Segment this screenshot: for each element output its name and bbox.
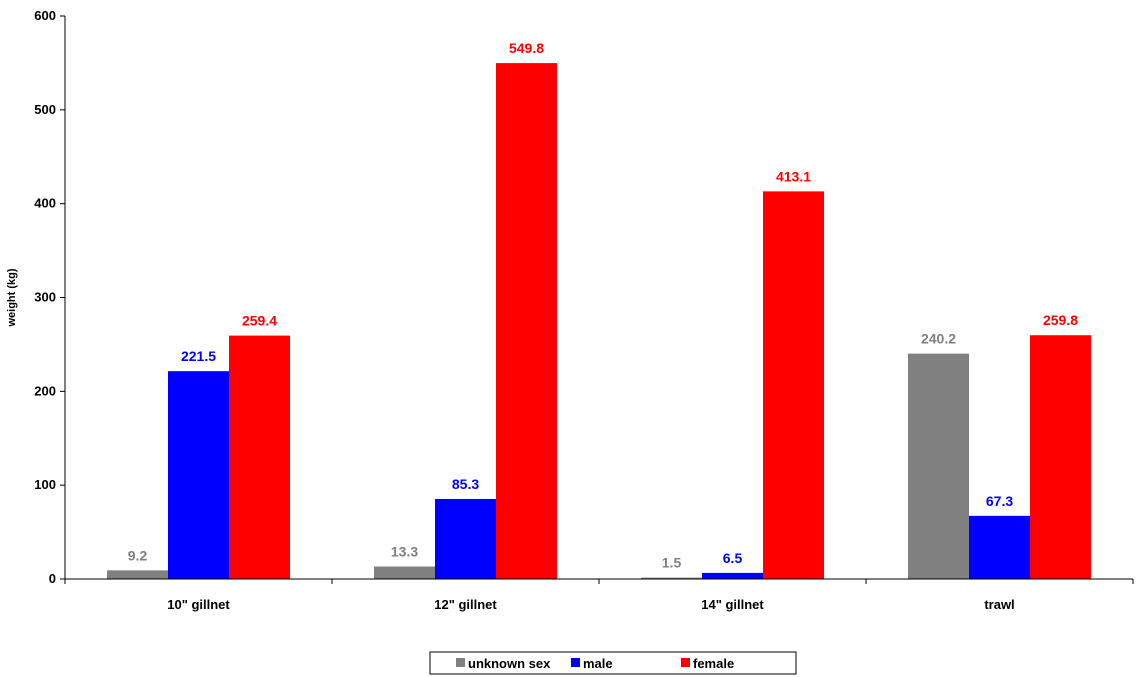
legend-box [429, 651, 797, 675]
bar [1030, 335, 1091, 579]
bar [496, 63, 557, 580]
legend-swatch [571, 658, 580, 667]
bar [908, 353, 969, 579]
data-label: 6.5 [723, 550, 743, 566]
bar [107, 570, 168, 579]
bar [702, 572, 763, 579]
y-tick-label: 0 [49, 571, 56, 586]
legend-label: unknown sex [468, 656, 551, 671]
legend-label: male [583, 656, 613, 671]
x-axis-ticks: 10" gillnet 12" gillnet 14" gillnet trawl [64, 579, 1134, 612]
data-label: 259.4 [242, 313, 277, 329]
y-tick-label: 500 [34, 102, 56, 117]
y-tick-label: 300 [34, 290, 56, 305]
data-label: 85.3 [452, 476, 479, 492]
y-tick-label: 400 [34, 196, 56, 211]
x-tick-label: 14" gillnet [701, 597, 764, 612]
bar [229, 335, 290, 579]
bar [969, 515, 1030, 579]
data-label: 221.5 [181, 348, 216, 364]
legend-swatch [681, 658, 690, 667]
data-label: 413.1 [776, 168, 811, 184]
data-label: 549.8 [509, 40, 544, 56]
data-label: 13.3 [391, 544, 418, 560]
x-tick-label: trawl [984, 597, 1014, 612]
data-label: 9.2 [128, 547, 148, 563]
data-labels: 9.2 221.5 259.4 13.3 85.3 549.8 1.5 6.5 413.1 240… [128, 40, 1078, 570]
data-label: 1.5 [662, 555, 682, 571]
legend: unknown sex male female [429, 651, 797, 675]
legend-label: female [693, 656, 734, 671]
data-label: 67.3 [986, 493, 1013, 509]
y-tick-label: 200 [34, 383, 56, 398]
bars [107, 63, 1091, 580]
y-axis-ticks: 0 100 200 300 400 500 600 [34, 8, 65, 586]
bar [435, 498, 496, 579]
x-tick-label: 12" gillnet [434, 597, 497, 612]
bar [641, 577, 702, 579]
y-axis-label: weight (kg) [6, 268, 18, 327]
y-tick-label: 600 [34, 8, 56, 23]
bar [374, 566, 435, 579]
bar [763, 191, 824, 579]
legend-swatch [456, 658, 465, 667]
bar [168, 371, 229, 579]
y-tick-label: 100 [34, 477, 56, 492]
data-label: 259.8 [1043, 312, 1078, 328]
x-tick-label: 10" gillnet [167, 597, 230, 612]
data-label: 240.2 [921, 331, 956, 347]
